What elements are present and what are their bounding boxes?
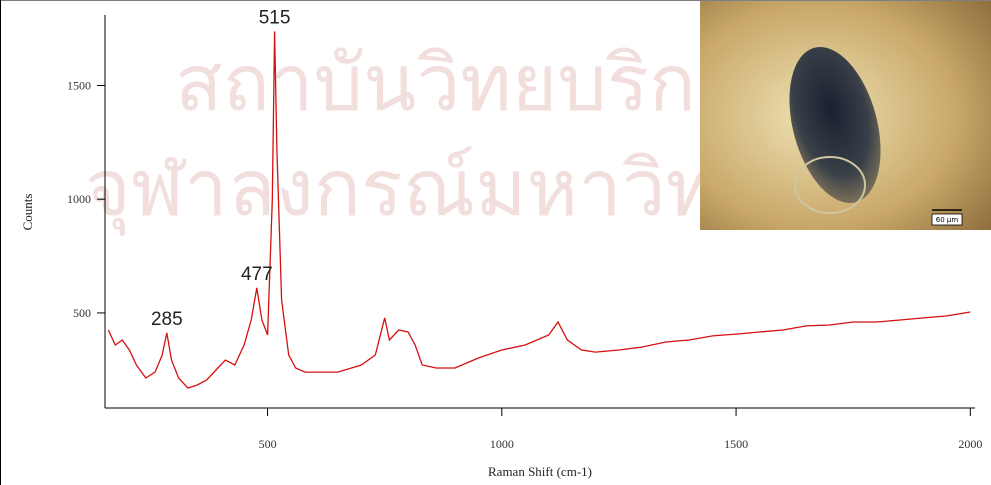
- peak-label: 477: [241, 264, 273, 285]
- peak-label: 515: [259, 7, 291, 28]
- spectrum-line: [107, 31, 971, 389]
- x-tick-label: 1000: [490, 437, 514, 451]
- inset-photo: 60 µm: [700, 1, 991, 230]
- y-tick-label: 1000: [67, 192, 91, 206]
- y-axis-title: Counts: [20, 194, 35, 231]
- peak-label: 285: [151, 309, 183, 330]
- y-tick-label: 1500: [67, 79, 91, 93]
- y-tick-label: 500: [73, 306, 91, 320]
- watermark: สถาบันวิทยบริการ: [175, 39, 782, 129]
- x-tick-label: 2000: [958, 437, 982, 451]
- x-tick-label: 500: [259, 437, 277, 451]
- x-axis-title: Raman Shift (cm-1): [488, 464, 592, 479]
- x-tick-label: 1500: [724, 437, 748, 451]
- scale-label: 60 µm: [936, 216, 959, 224]
